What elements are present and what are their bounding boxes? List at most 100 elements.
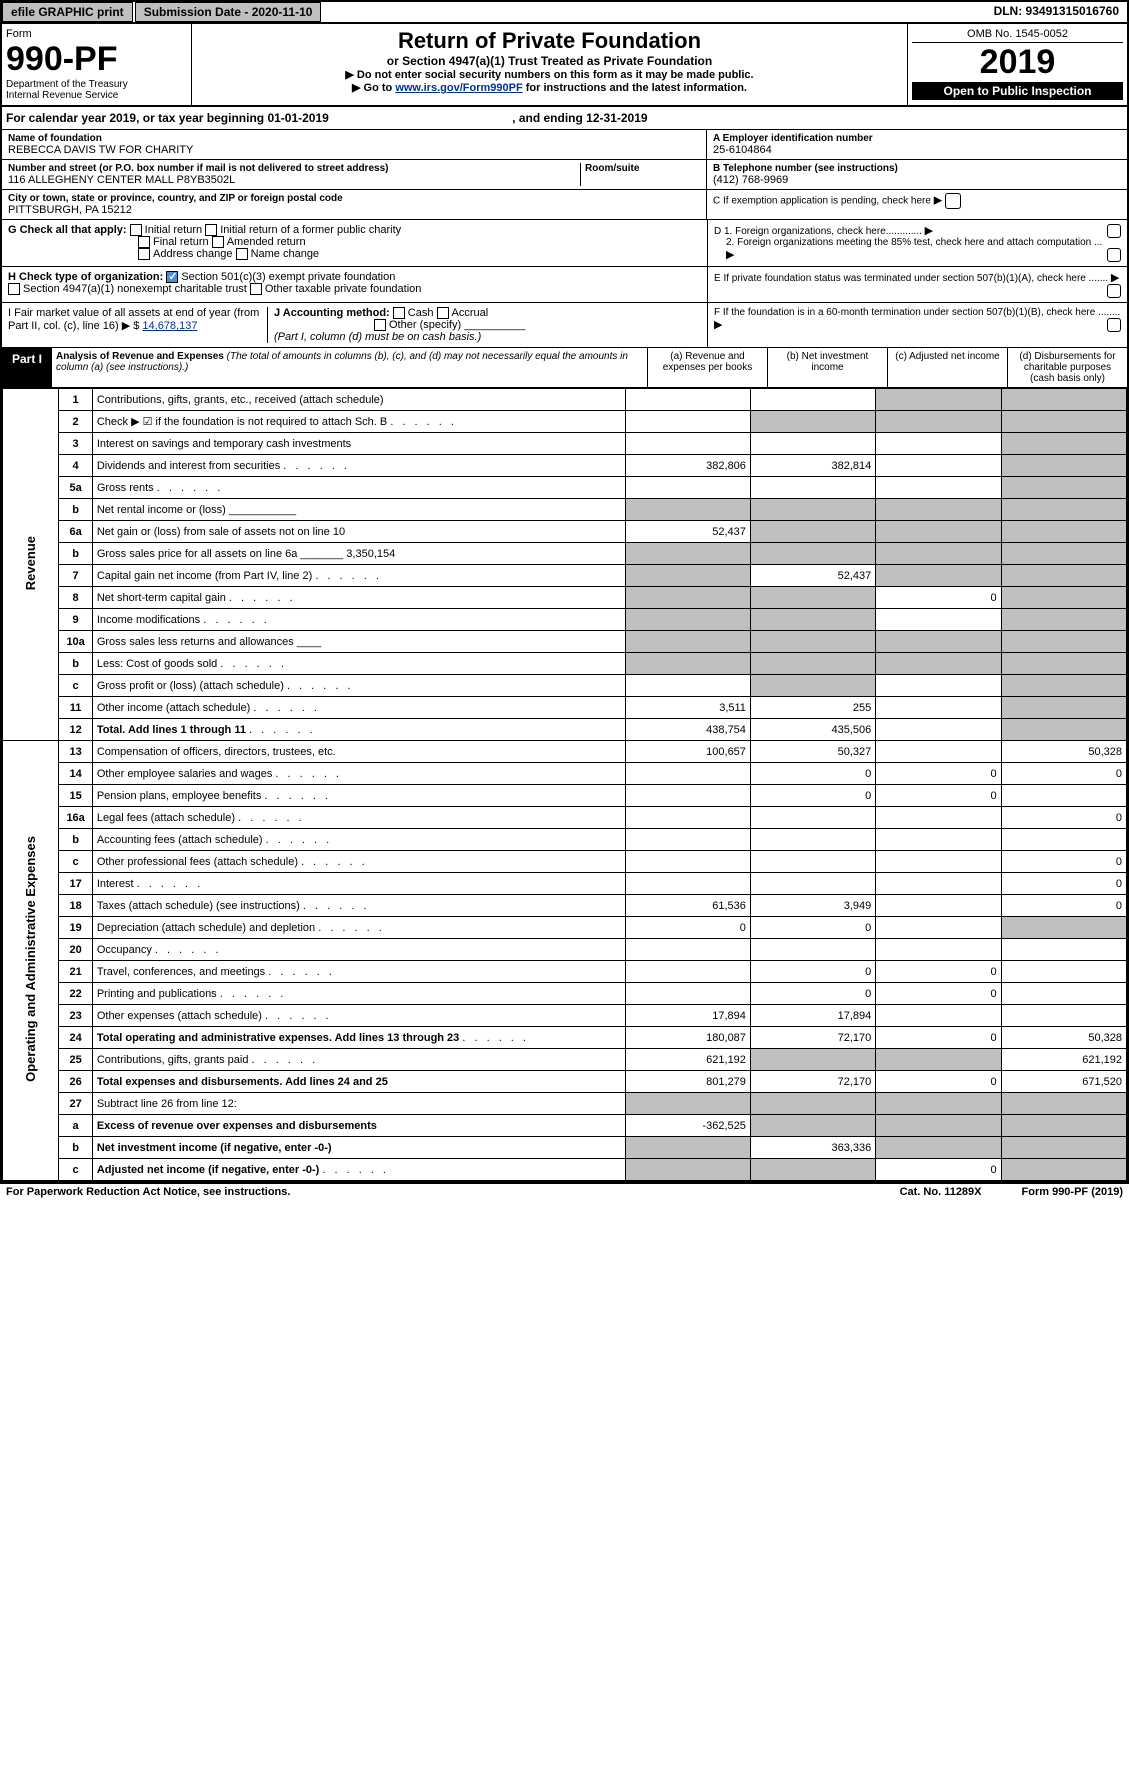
chk-name[interactable] <box>236 248 248 260</box>
expenses-side-label: Operating and Administrative Expenses <box>3 741 59 1181</box>
cell-b: 3,949 <box>750 895 875 917</box>
cell-a <box>625 543 750 565</box>
chk-cash[interactable] <box>393 307 405 319</box>
row-desc: Interest . . . . . . <box>92 873 625 895</box>
cell-c <box>876 895 1001 917</box>
cell-b: 72,170 <box>750 1071 875 1093</box>
row-desc: Total. Add lines 1 through 11 . . . . . … <box>92 719 625 741</box>
cell-a: 3,511 <box>625 697 750 719</box>
cell-c: 0 <box>876 1159 1001 1181</box>
cell-d <box>1001 1005 1126 1027</box>
cell-c <box>876 521 1001 543</box>
chk-address[interactable] <box>138 248 150 260</box>
chk-501c3[interactable] <box>166 271 178 283</box>
cell-a <box>625 675 750 697</box>
row-desc: Excess of revenue over expenses and disb… <box>92 1115 625 1137</box>
row-desc: Occupancy . . . . . . <box>92 939 625 961</box>
cell-d: 0 <box>1001 895 1126 917</box>
cell-b <box>750 631 875 653</box>
d1-checkbox[interactable] <box>1107 224 1121 238</box>
cell-c <box>876 565 1001 587</box>
form-label: Form <box>6 28 187 40</box>
row-num: 26 <box>59 1071 92 1093</box>
cell-d <box>1001 1093 1126 1115</box>
ein-label: A Employer identification number <box>713 133 1121 144</box>
cell-a: 100,657 <box>625 741 750 763</box>
footer: For Paperwork Reduction Act Notice, see … <box>0 1183 1129 1200</box>
chk-amended[interactable] <box>212 236 224 248</box>
cell-d <box>1001 609 1126 631</box>
cell-b <box>750 829 875 851</box>
f-checkbox[interactable] <box>1107 318 1121 332</box>
row-desc: Pension plans, employee benefits . . . .… <box>92 785 625 807</box>
row-desc: Income modifications . . . . . . <box>92 609 625 631</box>
cell-b <box>750 873 875 895</box>
foundation-name-cell: Name of foundation REBECCA DAVIS TW FOR … <box>2 130 706 160</box>
ein-cell: A Employer identification number 25-6104… <box>707 130 1127 160</box>
cell-d <box>1001 587 1126 609</box>
cell-b <box>750 939 875 961</box>
cell-c: 0 <box>876 1027 1001 1049</box>
cell-d <box>1001 631 1126 653</box>
cell-c <box>876 807 1001 829</box>
cell-b <box>750 609 875 631</box>
row-desc: Other income (attach schedule) . . . . .… <box>92 697 625 719</box>
cell-c <box>876 851 1001 873</box>
chk-4947[interactable] <box>8 283 20 295</box>
cell-c <box>876 873 1001 895</box>
chk-initial-former[interactable] <box>205 224 217 236</box>
cell-b: 363,336 <box>750 1137 875 1159</box>
fmv-value[interactable]: 14,678,137 <box>142 320 197 332</box>
row-desc: Gross sales less returns and allowances … <box>92 631 625 653</box>
cell-b <box>750 411 875 433</box>
ein: 25-6104864 <box>713 144 1121 156</box>
ij-block: I Fair market value of all assets at end… <box>2 303 707 347</box>
row-num: 21 <box>59 961 92 983</box>
cell-d <box>1001 1137 1126 1159</box>
cell-a <box>625 1137 750 1159</box>
cell-b: 0 <box>750 917 875 939</box>
cell-a <box>625 785 750 807</box>
cell-d <box>1001 477 1126 499</box>
cell-a <box>625 939 750 961</box>
row-desc: Taxes (attach schedule) (see instruction… <box>92 895 625 917</box>
form990pf-link[interactable]: www.irs.gov/Form990PF <box>395 82 522 94</box>
row-desc: Other expenses (attach schedule) . . . .… <box>92 1005 625 1027</box>
row-desc: Adjusted net income (if negative, enter … <box>92 1159 625 1181</box>
chk-accrual[interactable] <box>437 307 449 319</box>
cell-b: 0 <box>750 983 875 1005</box>
cell-c <box>876 1115 1001 1137</box>
cell-b: 17,894 <box>750 1005 875 1027</box>
row-num: 16a <box>59 807 92 829</box>
chk-other-acct[interactable] <box>374 319 386 331</box>
d2-checkbox[interactable] <box>1107 248 1121 262</box>
cell-d: 621,192 <box>1001 1049 1126 1071</box>
cell-d <box>1001 521 1126 543</box>
addr: 116 ALLEGHENY CENTER MALL P8YB3502L <box>8 174 580 186</box>
cell-a <box>625 983 750 1005</box>
cell-b <box>750 675 875 697</box>
g-address: Address change <box>153 248 233 260</box>
note2-post: for instructions and the latest informat… <box>523 82 747 94</box>
efile-print-button[interactable]: efile GRAPHIC print <box>2 2 133 22</box>
cell-c <box>876 631 1001 653</box>
chk-other-tax[interactable] <box>250 283 262 295</box>
row-desc: Legal fees (attach schedule) . . . . . . <box>92 807 625 829</box>
cell-d: 0 <box>1001 873 1126 895</box>
cell-d <box>1001 653 1126 675</box>
chk-final[interactable] <box>138 236 150 248</box>
g-amended: Amended return <box>227 236 306 248</box>
cell-d <box>1001 1159 1126 1181</box>
cell-d <box>1001 389 1126 411</box>
col-a-header: (a) Revenue and expenses per books <box>647 348 767 387</box>
row-desc: Accounting fees (attach schedule) . . . … <box>92 829 625 851</box>
e-checkbox[interactable] <box>1107 284 1121 298</box>
row-num: 10a <box>59 631 92 653</box>
part-i-title-cell: Analysis of Revenue and Expenses (The to… <box>52 348 647 387</box>
cell-b <box>750 1159 875 1181</box>
chk-initial[interactable] <box>130 224 142 236</box>
cell-c <box>876 675 1001 697</box>
part-i-label: Part I <box>2 348 52 387</box>
c-checkbox[interactable] <box>945 193 961 209</box>
dept: Department of the Treasury <box>6 79 187 90</box>
